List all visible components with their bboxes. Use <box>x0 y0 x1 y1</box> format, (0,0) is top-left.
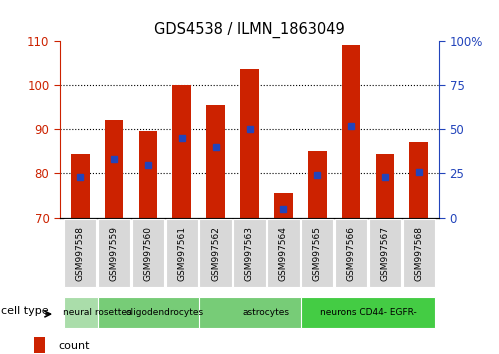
Text: count: count <box>58 341 89 351</box>
Bar <box>308 152 326 218</box>
Bar <box>105 120 123 218</box>
Text: GSM997561: GSM997561 <box>177 225 186 281</box>
Bar <box>206 105 225 218</box>
Bar <box>98 297 232 327</box>
Bar <box>342 45 360 218</box>
Bar <box>64 297 130 327</box>
Bar <box>64 219 96 287</box>
Bar <box>410 143 428 218</box>
Bar <box>139 131 157 218</box>
Text: neural rosettes: neural rosettes <box>63 308 131 317</box>
Bar <box>403 219 435 287</box>
Bar <box>34 337 45 353</box>
Bar <box>240 69 259 218</box>
Text: GSM997565: GSM997565 <box>313 225 322 281</box>
Text: cell type: cell type <box>1 306 49 316</box>
Text: GSM997558: GSM997558 <box>76 225 85 281</box>
Bar <box>301 219 333 287</box>
Text: GSM997568: GSM997568 <box>414 225 423 281</box>
Bar <box>376 154 394 218</box>
Bar <box>200 219 232 287</box>
Bar <box>369 219 401 287</box>
Text: GSM997566: GSM997566 <box>347 225 356 281</box>
Bar <box>173 85 191 218</box>
Text: GSM997564: GSM997564 <box>279 225 288 281</box>
Bar <box>98 219 130 287</box>
Title: GDS4538 / ILMN_1863049: GDS4538 / ILMN_1863049 <box>154 22 345 38</box>
Bar <box>267 219 299 287</box>
Text: GSM997563: GSM997563 <box>245 225 254 281</box>
Text: GSM997562: GSM997562 <box>211 225 220 281</box>
Bar <box>233 219 266 287</box>
Bar <box>71 154 89 218</box>
Bar <box>166 219 198 287</box>
Bar <box>200 297 333 327</box>
Text: astrocytes: astrocytes <box>243 308 290 317</box>
Bar <box>335 219 367 287</box>
Bar <box>301 297 435 327</box>
Bar <box>132 219 164 287</box>
Text: GSM997560: GSM997560 <box>143 225 152 281</box>
Text: GSM997567: GSM997567 <box>380 225 389 281</box>
Text: neurons CD44- EGFR-: neurons CD44- EGFR- <box>320 308 416 317</box>
Text: oligodendrocytes: oligodendrocytes <box>126 308 204 317</box>
Text: GSM997559: GSM997559 <box>110 225 119 281</box>
Bar <box>274 193 293 218</box>
